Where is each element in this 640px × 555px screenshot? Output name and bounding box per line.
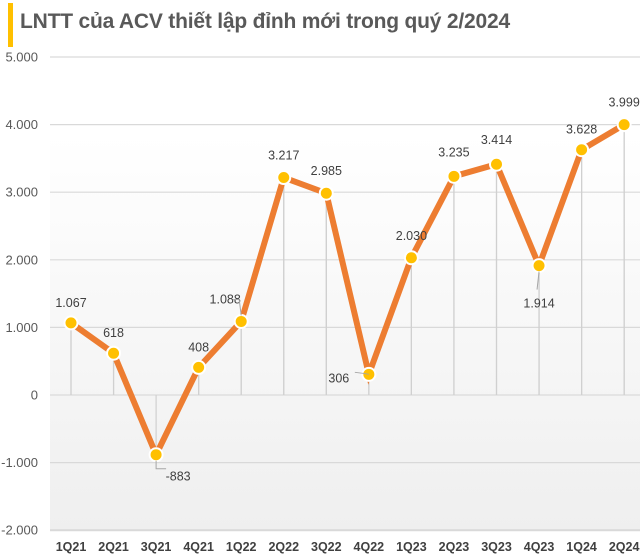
data-label: 3.217 [268, 149, 299, 163]
chart-title: LNTT của ACV thiết lập đỉnh mới trong qu… [20, 10, 510, 33]
x-tick-label: 4Q22 [354, 540, 385, 554]
data-label: 306 [328, 371, 349, 385]
data-label: 1.088 [210, 292, 241, 306]
data-point-marker [191, 359, 207, 375]
data-point-marker [63, 315, 79, 331]
x-tick-label: 2Q22 [268, 540, 299, 554]
x-tick-label: 3Q23 [481, 540, 512, 554]
data-label: -883 [166, 470, 191, 484]
leader-line [233, 298, 242, 316]
title-accent-bar [8, 3, 13, 47]
x-tick-label: 1Q24 [566, 540, 597, 554]
data-label: 408 [188, 340, 209, 354]
y-tick-label: 1.000 [5, 320, 38, 335]
y-tick-label: 0 [31, 388, 38, 403]
data-point-marker [574, 142, 590, 158]
leader-line [354, 371, 369, 375]
data-line [69, 122, 626, 462]
x-tick-label: 3Q22 [311, 540, 342, 554]
y-tick-label: -2.000 [1, 523, 38, 538]
data-label: 3.414 [481, 133, 512, 147]
data-label: 2.030 [396, 229, 427, 243]
data-point-marker [318, 185, 334, 201]
x-tick-label: 2Q21 [98, 540, 129, 554]
data-point-marker [489, 156, 504, 172]
data-label: 3.628 [566, 123, 597, 137]
x-tick-label: 4Q21 [183, 540, 214, 554]
data-label: 1.914 [523, 297, 554, 311]
x-tick-label: 4Q23 [524, 540, 555, 554]
data-point-marker [276, 170, 292, 186]
data-point-marker [106, 345, 122, 361]
data-label: 3.235 [438, 145, 469, 159]
y-tick-label: 5.000 [5, 50, 38, 65]
data-label: 3.999 [609, 96, 640, 110]
leader-line [536, 271, 540, 290]
y-tick-label: 4.000 [5, 117, 38, 132]
data-label: 1.067 [55, 296, 86, 310]
y-tick-label: 2.000 [5, 252, 38, 267]
data-point-marker [233, 313, 249, 329]
x-tick-label: 1Q23 [396, 540, 427, 554]
x-tick-label: 1Q21 [56, 540, 87, 554]
data-point-marker [148, 447, 164, 463]
leader-line [155, 460, 167, 470]
x-tick-label: 2Q24 [609, 540, 640, 554]
data-point-marker [403, 250, 419, 266]
data-label: 618 [103, 326, 124, 340]
x-tick-label: 1Q22 [226, 540, 257, 554]
plot-background [50, 134, 640, 531]
x-tick-label: 3Q21 [141, 540, 172, 554]
y-tick-label: 3.000 [5, 185, 38, 200]
data-point-marker [446, 168, 462, 184]
data-label: 2.985 [311, 164, 342, 178]
y-tick-label: -1.000 [1, 455, 38, 470]
data-point-marker [531, 258, 547, 274]
x-tick-label: 2Q23 [439, 540, 470, 554]
data-point-marker [616, 117, 632, 133]
